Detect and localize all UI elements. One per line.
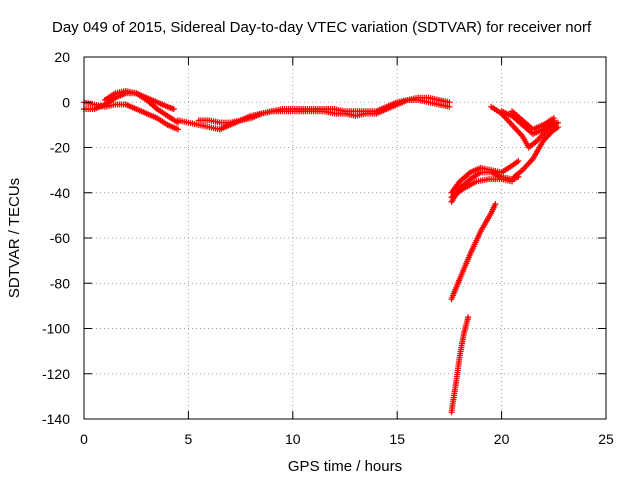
data-point bbox=[515, 158, 522, 165]
data-point bbox=[170, 106, 177, 113]
y-tick-label: -100 bbox=[42, 321, 70, 337]
data-point bbox=[446, 99, 453, 106]
data-point bbox=[550, 115, 557, 122]
y-tick-label: -120 bbox=[42, 366, 70, 382]
y-tick-label: -140 bbox=[42, 411, 70, 427]
x-tick-label: 20 bbox=[494, 431, 510, 447]
x-tick-label: 5 bbox=[185, 431, 193, 447]
axis-ticks: 0 5 10 15 20 25 -140 -120 -100 -80 -60 -40 -20 0 20 bbox=[42, 49, 614, 447]
x-axis-label: GPS time / hours bbox=[288, 458, 402, 475]
y-tick-label: 0 bbox=[62, 94, 70, 110]
x-tick-label: 25 bbox=[598, 431, 614, 447]
data-points bbox=[81, 87, 561, 416]
y-tick-label: -60 bbox=[50, 230, 70, 246]
x-tick-label: 15 bbox=[389, 431, 405, 447]
data-point bbox=[554, 124, 561, 131]
y-tick-label: -80 bbox=[50, 275, 70, 291]
y-tick-label: -20 bbox=[50, 140, 70, 156]
x-tick-label: 0 bbox=[80, 431, 88, 447]
x-tick-label: 10 bbox=[285, 431, 301, 447]
data-point bbox=[465, 314, 472, 321]
y-axis-label: SDTVAR / TECUs bbox=[6, 178, 23, 298]
data-point bbox=[174, 126, 181, 133]
data-point bbox=[492, 201, 499, 208]
y-tick-label: 20 bbox=[54, 49, 70, 65]
y-tick-label: -40 bbox=[50, 185, 70, 201]
data-point bbox=[509, 178, 516, 185]
chart-title: Day 049 of 2015, Sidereal Day-to-day VTE… bbox=[52, 19, 592, 36]
grid-lines bbox=[84, 57, 606, 419]
